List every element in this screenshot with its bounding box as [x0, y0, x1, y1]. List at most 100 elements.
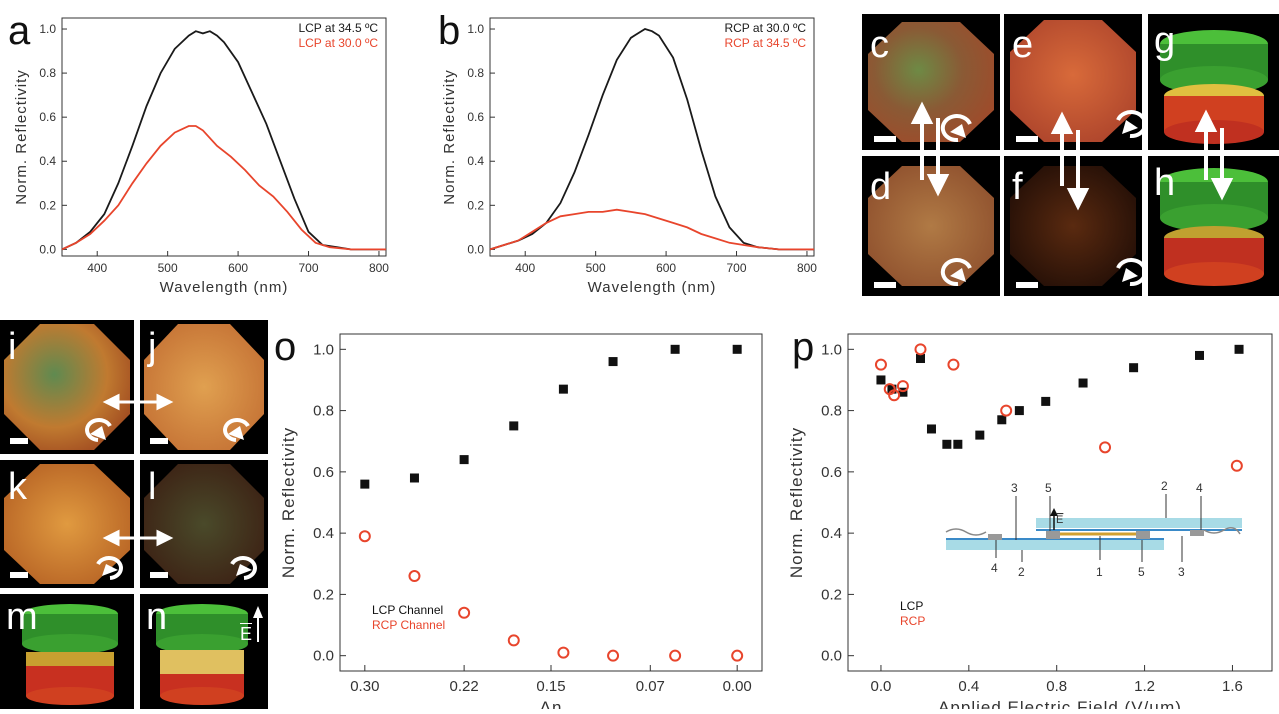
y-tick-label: 0.8 — [821, 403, 842, 420]
y-tick-label: 0.4 — [313, 525, 334, 542]
micrograph-e: e — [1004, 14, 1142, 150]
lcp-point — [898, 387, 908, 397]
inset-field-label: E — [1056, 514, 1063, 526]
electric-field-label: E — [240, 624, 253, 644]
inset-label-4: 4 — [1196, 481, 1203, 495]
x-tick-label: 0.00 — [723, 678, 752, 695]
inset-label-2b: 2 — [1018, 565, 1025, 579]
micrograph-c: c — [862, 14, 1000, 150]
plot-frame — [61, 17, 387, 257]
y-tick-label: 1.0 — [313, 341, 334, 358]
switch-arrows-ef — [1050, 111, 1090, 211]
panel-label-d: d — [870, 166, 892, 208]
inset-label-4b: 4 — [991, 561, 998, 575]
rcp-point — [914, 343, 927, 356]
panel-label-o: o — [274, 325, 296, 369]
y-axis-label: Norm. Reflectivity — [441, 69, 458, 205]
lcp-point — [1195, 350, 1205, 360]
rcp-point — [557, 646, 570, 659]
panel-label-k: k — [8, 466, 27, 508]
micrograph-d: d — [862, 156, 1000, 296]
lcp-point — [670, 344, 680, 354]
x-axis-label: Δn — [540, 698, 563, 709]
lcp-point — [1041, 396, 1051, 406]
legend-entry: LCP at 34.5 ºC — [298, 21, 378, 35]
x-tick-label: 500 — [158, 261, 178, 275]
y-tick-label: 0.6 — [39, 110, 56, 124]
octagon-sample-e — [1010, 20, 1136, 142]
y-axis-label: Norm. Reflectivity — [13, 69, 30, 205]
panel-label-h: h — [1154, 162, 1176, 204]
x-tick-label: 700 — [299, 261, 319, 275]
y-tick-label: 0.2 — [313, 586, 334, 603]
render-m: m — [0, 594, 134, 709]
x-tick-label: 0.4 — [958, 678, 979, 695]
y-tick-label: 0.6 — [467, 110, 484, 124]
scale-bar — [150, 572, 168, 578]
y-tick-label: 0.6 — [313, 464, 334, 481]
octagon-sample-d — [868, 166, 994, 286]
lcp-circle-icon-j — [223, 418, 250, 442]
legend-entry: RCP at 30.0 ºC — [724, 21, 806, 35]
y-tick-label: 1.0 — [821, 341, 842, 358]
plot-frame — [847, 333, 1273, 672]
chart-b-spectrum: b 400 500 600 700 800 0.0 0.2 0.4 0.6 0.8 1.0 Wavel… — [438, 9, 817, 296]
y-tick-label: 0.0 — [39, 242, 56, 256]
y-tick-label: 0.6 — [821, 464, 842, 481]
render-h: h — [1148, 156, 1279, 296]
switch-arrows-cd — [910, 101, 950, 197]
lcp-point — [887, 384, 897, 394]
y-tick-label: 0.4 — [39, 154, 56, 168]
series-line-1 — [489, 208, 814, 251]
micrograph-k: k — [0, 460, 134, 588]
x-tick-label: 0.30 — [350, 678, 379, 695]
helix-structure-n — [156, 604, 263, 705]
y-tick-label: 0.0 — [467, 242, 484, 256]
lcp-point — [926, 424, 936, 434]
chart-p-scatter: p — [790, 325, 1273, 709]
y-tick-label: 0.0 — [821, 648, 842, 665]
panel-b: b 400 500 600 700 800 0.0 0.2 0.4 0.6 0.8 1.0 Wavel… — [428, 0, 828, 300]
rcp-point — [358, 530, 371, 543]
panel-label-m: m — [6, 596, 38, 638]
x-tick-label: 0.0 — [871, 678, 892, 695]
inset-label-3: 3 — [1011, 481, 1018, 495]
y-tick-label: 0.8 — [313, 403, 334, 420]
lcp-point — [1234, 344, 1244, 354]
legend-entry: LCP at 30.0 ºC — [298, 36, 378, 50]
panel-label-p: p — [792, 325, 814, 369]
scale-bar — [150, 438, 168, 444]
rcp-circle-icon-k — [96, 556, 123, 580]
switch-arrow-kl — [102, 529, 174, 547]
x-tick-label: 0.22 — [450, 678, 479, 695]
lcp-circle-icon-d — [940, 258, 972, 287]
rcp-circle-icon-e — [1116, 110, 1148, 139]
panel-label-a: a — [8, 9, 31, 53]
x-tick-label: 600 — [228, 261, 248, 275]
y-tick-label: 0.0 — [313, 648, 334, 665]
panel-label-n: n — [146, 596, 168, 638]
helix-structure-m — [22, 604, 118, 705]
rcp-point — [874, 358, 887, 371]
legend-entry: RCP — [900, 614, 925, 628]
rcp-point — [731, 649, 744, 662]
y-tick-label: 0.4 — [821, 525, 842, 542]
panel-label-j: j — [148, 326, 157, 368]
lcp-point — [459, 455, 469, 465]
switch-arrow-ij — [102, 393, 174, 411]
panel-label-e: e — [1012, 24, 1034, 66]
panel-label-f: f — [1012, 166, 1023, 208]
scale-bar — [10, 572, 28, 578]
scale-bar — [874, 282, 896, 288]
chart-o-scatter: o 0.30 0.22 0.15 0.07 0.00 0.0 0.2 0.4 0.6 0.8 1.0… — [274, 325, 763, 709]
rcp-circle-icon-f — [1116, 258, 1148, 287]
lcp-point — [942, 439, 952, 449]
lcp-point — [732, 344, 742, 354]
rcp-point — [896, 380, 909, 393]
x-tick-label: 400 — [87, 261, 107, 275]
rcp-point — [1099, 441, 1112, 454]
x-tick-label: 0.8 — [1046, 678, 1067, 695]
lcp-point — [1014, 406, 1024, 416]
lcp-point — [953, 439, 963, 449]
y-tick-label: 0.2 — [467, 198, 484, 212]
